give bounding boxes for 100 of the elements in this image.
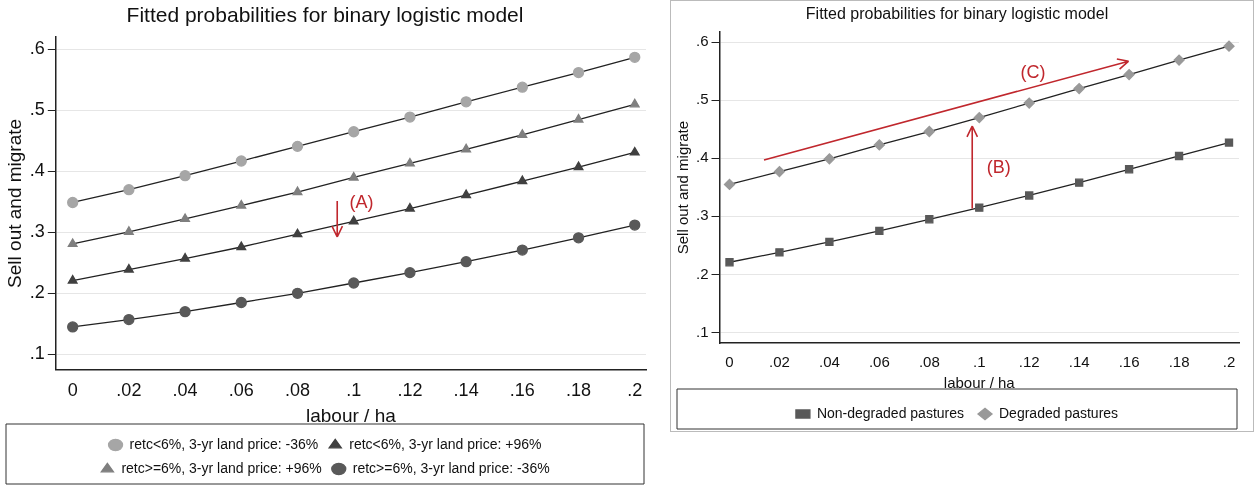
y-tick-label: .5 — [29, 99, 45, 120]
x-tick-label: .14 — [453, 380, 479, 401]
point — [404, 266, 416, 279]
point — [1124, 165, 1134, 174]
annotation: (A) — [349, 191, 374, 213]
point — [123, 184, 135, 196]
point — [180, 252, 191, 262]
y-tick-label: .6 — [29, 38, 45, 59]
point — [291, 287, 304, 300]
x-tick-label: .06 — [228, 380, 254, 401]
y-tick-label: .1 — [695, 322, 709, 340]
point — [572, 232, 585, 244]
x-tick-label: .1 — [346, 380, 362, 401]
x-tick-label: .04 — [818, 353, 840, 371]
point — [348, 126, 360, 138]
point — [873, 139, 885, 151]
legend-label: retc<6%, 3-yr land price: -36% — [129, 435, 319, 452]
point — [404, 202, 415, 212]
point — [1223, 40, 1235, 52]
x-tick-label: .12 — [1018, 353, 1040, 371]
x-tick-label: .18 — [1168, 353, 1190, 371]
point — [180, 213, 191, 223]
point — [825, 237, 834, 247]
point — [461, 143, 472, 153]
point — [1174, 151, 1184, 161]
x-tick-label: .14 — [1068, 353, 1090, 371]
legend-label: retc<6%, 3-yr land price: +96% — [349, 435, 542, 452]
point — [460, 96, 472, 108]
y-tick-label: .4 — [29, 160, 45, 181]
point — [348, 171, 359, 181]
point — [516, 81, 528, 93]
point — [123, 263, 134, 273]
point — [179, 306, 191, 318]
legend-label: retc>=6%, 3-yr land price: -36% — [352, 459, 550, 476]
legend-label: retc>=6%, 3-yr land price: +96% — [121, 459, 322, 476]
annotation: (B) — [986, 156, 1011, 178]
x-tick-label: .18 — [566, 380, 592, 401]
point — [516, 244, 528, 256]
point — [67, 238, 78, 248]
annotation: (C) — [1020, 61, 1046, 83]
y-tick-label: .2 — [695, 264, 709, 282]
point — [461, 189, 472, 199]
y-axis-title: Sell out and migrate — [674, 120, 692, 255]
point — [235, 296, 247, 309]
point — [67, 196, 79, 209]
y-tick-label: .3 — [695, 206, 709, 224]
x-tick-label: 0 — [725, 353, 734, 371]
legend-label: Degraded pastures — [999, 404, 1119, 421]
x-tick-label: .2 — [1222, 353, 1236, 371]
point — [629, 51, 641, 63]
point — [875, 226, 884, 236]
point — [67, 321, 79, 333]
point — [236, 241, 247, 251]
point — [1073, 82, 1085, 95]
point — [404, 157, 415, 167]
x-tick-label: .08 — [918, 353, 940, 371]
x-axis-title: labour / ha — [306, 404, 397, 426]
point — [573, 113, 584, 123]
y-tick-label: .5 — [695, 90, 709, 108]
point — [348, 215, 359, 225]
x-tick-label: .1 — [973, 353, 986, 371]
point — [123, 226, 134, 235]
x-axis-title: labour / ha — [943, 374, 1016, 392]
point — [292, 186, 303, 196]
point — [292, 228, 303, 238]
y-tick-label: .3 — [29, 221, 45, 242]
x-tick-label: .2 — [627, 380, 643, 401]
point — [1025, 191, 1034, 200]
point — [291, 140, 304, 153]
point — [235, 155, 247, 167]
point — [517, 175, 528, 185]
chart-title: Fitted probabilities for binary logistic model — [805, 5, 1109, 23]
point — [348, 277, 360, 289]
point — [236, 199, 247, 209]
point — [773, 165, 786, 178]
point — [823, 153, 836, 165]
point — [723, 178, 736, 191]
point — [1023, 97, 1035, 109]
y-tick-label: .2 — [29, 282, 45, 303]
x-tick-label: .04 — [172, 380, 198, 401]
point — [460, 255, 472, 268]
x-tick-label: .12 — [397, 380, 423, 401]
y-tick-label: .6 — [695, 32, 709, 50]
legend-label: Non-degraded pastures — [816, 404, 965, 421]
point — [573, 161, 584, 171]
point — [975, 203, 984, 212]
point — [1123, 68, 1135, 81]
point — [629, 98, 640, 108]
chart-title: Fitted probabilities for binary logistic model — [126, 3, 524, 27]
y-axis-title: Sell out and migrate — [3, 118, 25, 288]
point — [67, 274, 78, 284]
point — [572, 66, 585, 79]
point — [775, 248, 784, 257]
x-tick-label: .08 — [284, 380, 311, 401]
x-tick-label: .02 — [116, 380, 142, 401]
point — [517, 129, 528, 138]
point — [1224, 138, 1234, 147]
point — [725, 258, 734, 267]
point — [123, 313, 135, 326]
x-tick-label: .16 — [1118, 353, 1140, 371]
